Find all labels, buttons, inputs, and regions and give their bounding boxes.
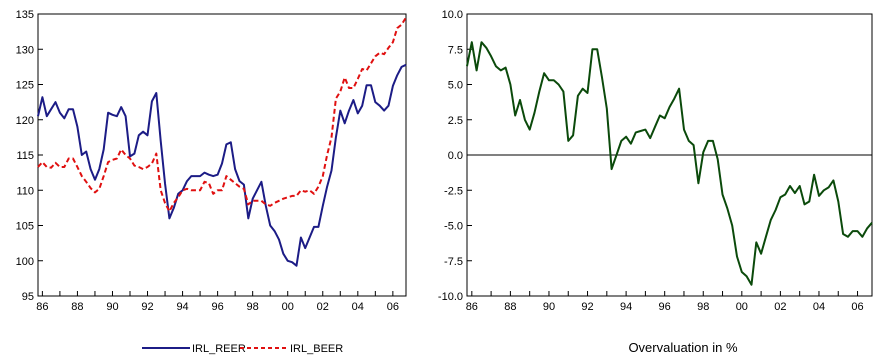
x-tick-label: 00 (282, 301, 294, 313)
x-tick-label: 96 (211, 301, 223, 313)
x-tick-label: 04 (352, 301, 364, 313)
series-line-irl-beer (37, 16, 407, 213)
y-tick-label: 120 (16, 115, 34, 127)
x-tick-label: 00 (736, 301, 748, 313)
y-tick-label: 130 (16, 44, 34, 56)
x-tick-label: 96 (659, 301, 671, 313)
x-axis-right: 86 88 90 92 94 96 98 00 02 04 06 (466, 291, 864, 313)
y-tick-label: -10.0 (438, 291, 463, 303)
legend-label-beer: IRL_BEER (290, 343, 343, 355)
y-tick-label: 105 (16, 221, 34, 233)
series-line-irl-reer (37, 63, 407, 267)
x-tick-label: 92 (581, 301, 593, 313)
x-tick-label: 94 (176, 301, 188, 313)
y-tick-label: -2.5 (444, 185, 463, 197)
y-tick-label: 95 (22, 291, 34, 303)
y-tick-label: 115 (16, 150, 34, 162)
y-tick-label: 135 (16, 9, 34, 21)
series-group-right (466, 41, 873, 286)
y-axis-left: 95 100 105 110 115 120 125 130 135 (16, 9, 43, 303)
y-tick-label: -7.5 (444, 256, 463, 268)
y-tick-label: 10.0 (442, 9, 463, 21)
x-axis-title-right: Overvaluation in % (628, 340, 738, 355)
x-tick-label: 88 (504, 301, 516, 313)
y-tick-label: 5.0 (448, 80, 463, 92)
y-tick-label: 110 (16, 185, 34, 197)
x-tick-label: 02 (317, 301, 329, 313)
x-tick-label: 86 (36, 301, 48, 313)
y-tick-label: -5.0 (444, 221, 463, 233)
y-axis-right: -10.0 -7.5 -5.0 -2.5 0.0 2.5 5.0 7.5 10.0 (438, 9, 472, 303)
x-tick-label: 06 (851, 301, 863, 313)
series-line-overvaluation (466, 41, 873, 286)
x-tick-label: 02 (774, 301, 786, 313)
x-tick-label: 98 (697, 301, 709, 313)
y-tick-label: 2.5 (448, 115, 463, 127)
x-tick-label: 88 (71, 301, 83, 313)
x-tick-label: 86 (466, 301, 478, 313)
legend-label-reer: IRL_REER (192, 343, 246, 355)
x-tick-label: 98 (247, 301, 259, 313)
y-tick-label: 7.5 (448, 44, 463, 56)
x-tick-label: 94 (620, 301, 632, 313)
y-tick-label: 0.0 (448, 150, 463, 162)
x-tick-label: 04 (813, 301, 825, 313)
legend: IRL_REER IRL_BEER (142, 343, 343, 355)
x-tick-label: 06 (387, 301, 399, 313)
x-axis-left: 86 88 90 92 94 96 98 00 02 04 06 (36, 291, 399, 313)
chart-overvaluation: -10.0 -7.5 -5.0 -2.5 0.0 2.5 5.0 7.5 10.0 86 88 90… (438, 9, 873, 355)
x-tick-label: 90 (106, 301, 118, 313)
plot-frame-left (37, 13, 407, 297)
x-tick-label: 92 (141, 301, 153, 313)
y-tick-label: 125 (16, 80, 34, 92)
chart-reer-beer: 95 100 105 110 115 120 125 130 135 86 88 90 92 94 96 9… (16, 9, 407, 355)
x-tick-label: 90 (543, 301, 555, 313)
y-tick-label: 100 (16, 256, 34, 268)
series-group-left (37, 16, 407, 267)
